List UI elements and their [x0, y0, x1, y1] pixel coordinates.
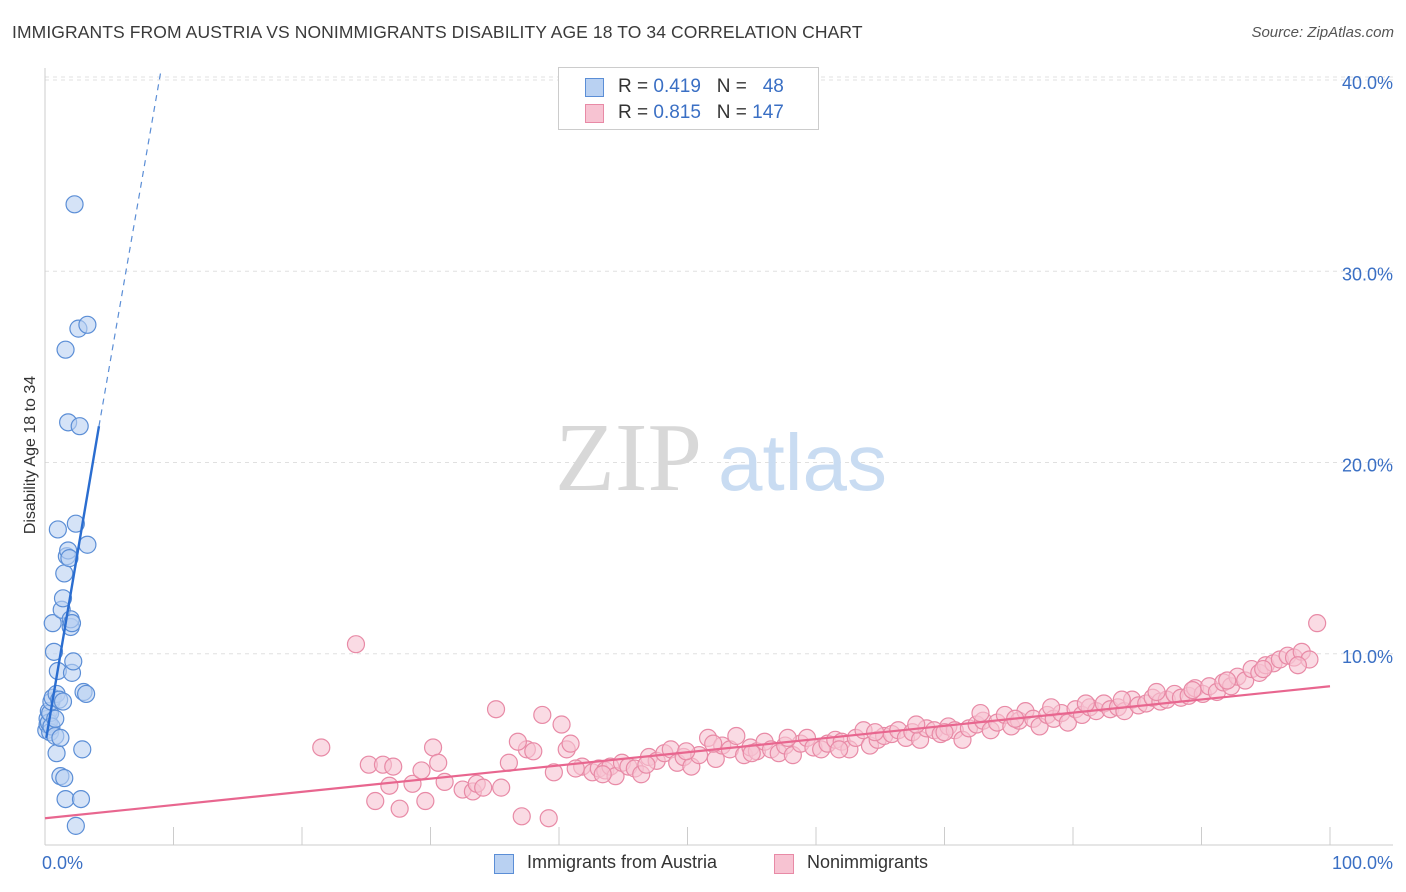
- data-point: [474, 778, 493, 797]
- data-point: [1254, 659, 1273, 679]
- data-point: [380, 776, 399, 795]
- data-point: [62, 614, 82, 633]
- data-point: [390, 799, 409, 818]
- data-point: [53, 692, 73, 711]
- data-point: [78, 315, 97, 334]
- trend-line-immigrants-austria-extrapolated: [98, 72, 162, 427]
- data-point: [486, 700, 506, 719]
- legend-n-value: 48: [762, 76, 784, 97]
- data-point: [1288, 656, 1307, 675]
- data-point: [552, 715, 571, 734]
- data-point: [43, 614, 62, 633]
- data-point: [60, 549, 79, 568]
- data-point: [366, 791, 385, 811]
- data-point: [55, 768, 74, 788]
- legend-r-value: 0.815: [653, 102, 701, 123]
- data-point: [935, 723, 954, 742]
- y-tick-label: 30.0%: [1342, 264, 1393, 284]
- data-point: [44, 642, 64, 661]
- data-point: [704, 734, 723, 753]
- y-tick-label: 10.0%: [1342, 647, 1393, 667]
- y-tick-label: 40.0%: [1342, 73, 1393, 93]
- data-point: [73, 740, 92, 759]
- data-point: [971, 703, 990, 723]
- data-point: [78, 535, 97, 554]
- data-point: [637, 755, 656, 774]
- data-point: [64, 652, 83, 671]
- trend-line-immigrants-austria: [45, 425, 101, 739]
- data-point: [77, 684, 96, 704]
- data-point: [1076, 694, 1095, 713]
- legend-n-label: N =: [716, 76, 753, 97]
- chart-title: IMMIGRANTS FROM AUSTRIA VS NONIMMIGRANTS…: [12, 22, 863, 42]
- data-point: [492, 778, 511, 797]
- data-point: [830, 740, 849, 759]
- data-point: [65, 195, 84, 214]
- legend-label-nonimmigrants: Nonimmigrants: [807, 852, 929, 872]
- data-point: [416, 791, 435, 811]
- legend-swatch-blue: [494, 854, 514, 874]
- data-point: [70, 417, 89, 436]
- legend-swatch-pink: [774, 854, 794, 874]
- data-point: [544, 763, 563, 782]
- legend-swatch-blue: [585, 78, 604, 97]
- gridlines: [45, 76, 1393, 655]
- data-point: [533, 705, 552, 725]
- data-point: [593, 765, 612, 784]
- tick-labels: 10.0% 20.0% 30.0% 40.0% 0.0% 100.0%: [42, 73, 1393, 873]
- data-point: [71, 789, 91, 809]
- data-point: [56, 789, 75, 809]
- legend-n-label: N =: [716, 102, 753, 123]
- data-point: [561, 734, 580, 753]
- data-point: [1218, 671, 1237, 690]
- watermark-atlas: atlas: [718, 418, 887, 507]
- data-point: [429, 753, 448, 772]
- trend-line-nonimmigrants: [44, 685, 1331, 820]
- data-point: [66, 514, 85, 533]
- source-credit: Source: ZipAtlas.com: [1251, 24, 1394, 41]
- data-point: [727, 726, 746, 746]
- data-point: [66, 816, 85, 835]
- data-point: [1112, 690, 1131, 709]
- legend-n-value: 147: [752, 102, 784, 123]
- data-point: [384, 757, 403, 776]
- data-point: [539, 809, 558, 828]
- data-point: [412, 761, 431, 780]
- data-point: [56, 340, 75, 359]
- series-legend: Immigrants from Austria Nonimmigrants: [0, 852, 1406, 878]
- legend-r-value: 0.419: [653, 76, 701, 97]
- data-point: [499, 753, 518, 772]
- x-tick-label: 100.0%: [1332, 853, 1393, 873]
- correlation-legend: R = 0.419 N = 48 R = 0.815 N = 147: [558, 67, 819, 130]
- data-point: [1183, 680, 1202, 700]
- y-axis-label: Disability Age 18 to 34: [22, 376, 39, 534]
- data-point: [778, 728, 797, 748]
- legend-r-label: R =: [618, 102, 654, 123]
- data-point: [346, 635, 366, 654]
- x-tick-label: 0.0%: [42, 853, 83, 873]
- trend-lines: [44, 72, 1331, 820]
- legend-r-label: R =: [618, 76, 654, 97]
- watermark-zip: ZIP: [555, 404, 702, 512]
- data-point: [508, 732, 527, 751]
- data-point: [1308, 614, 1327, 633]
- data-point: [423, 738, 443, 757]
- data-point: [55, 564, 74, 583]
- data-point: [47, 744, 66, 763]
- data-point: [524, 742, 543, 761]
- data-point: [512, 807, 531, 826]
- data-point: [51, 728, 70, 748]
- legend-label-immigrants-austria: Immigrants from Austria: [527, 852, 718, 872]
- data-point: [312, 738, 331, 757]
- immigrants-austria-points: [37, 195, 97, 835]
- data-point: [53, 589, 73, 608]
- data-point: [1147, 682, 1166, 702]
- y-tick-label: 20.0%: [1342, 456, 1393, 476]
- legend-swatch-pink: [585, 104, 604, 123]
- nonimmigrants-points: [312, 614, 1327, 828]
- data-point: [48, 520, 67, 539]
